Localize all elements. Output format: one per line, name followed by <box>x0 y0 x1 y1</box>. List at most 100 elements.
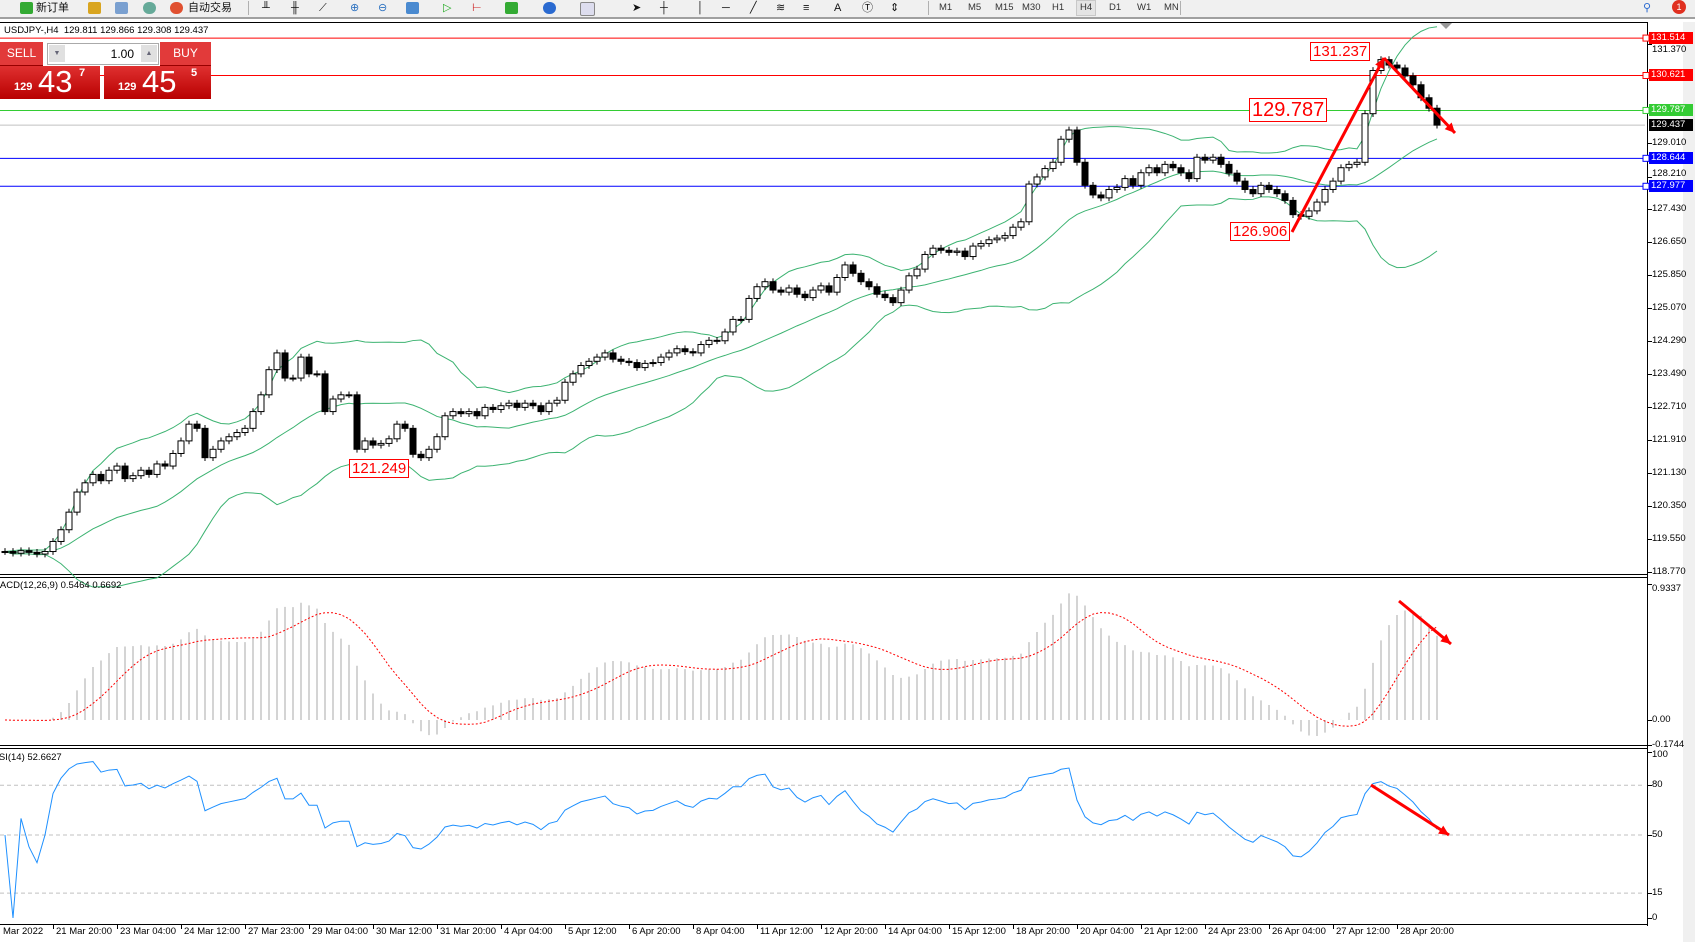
candle-bullish <box>185 423 193 442</box>
signal-icon[interactable] <box>143 2 156 14</box>
timeframe-m15[interactable]: M15 <box>995 2 1014 13</box>
timeframe-h4[interactable]: H4 <box>1076 0 1097 16</box>
sell-price-button[interactable]: 129 43 7 <box>0 64 100 99</box>
candle-bullish <box>73 491 81 513</box>
candle-bullish <box>105 469 113 482</box>
candle-bearish <box>713 339 721 342</box>
annotation-high[interactable]: 131.237 <box>1310 42 1371 61</box>
price-axis-label: 119.550 <box>1652 533 1686 545</box>
buy-button[interactable]: BUY <box>160 42 211 66</box>
price-axis-tick <box>1648 241 1652 243</box>
fibo-fan-icon[interactable]: ≡ <box>803 2 810 14</box>
candle-bullish <box>641 362 649 369</box>
candle-bullish <box>89 473 97 484</box>
price-axis-label: 129.010 <box>1652 137 1687 148</box>
chart-shift-icon[interactable]: ⊢ <box>472 2 482 14</box>
panel-divider[interactable] <box>0 745 1648 749</box>
horizontal-line-icon[interactable]: ─ <box>722 2 730 14</box>
cursor-icon[interactable]: ➤ <box>632 2 642 14</box>
candle-bullish <box>1321 189 1329 203</box>
annotation-low[interactable]: 121.249 <box>349 459 410 478</box>
price-axis-tick <box>1648 340 1652 342</box>
new-order-icon[interactable] <box>20 2 33 14</box>
candle-bearish <box>1249 189 1257 195</box>
zoom-in-icon[interactable]: ⊕ <box>350 2 360 14</box>
candle-bearish <box>945 249 953 253</box>
arrows-icon[interactable]: ⇕ <box>890 2 900 14</box>
auto-trade-button[interactable]: 自动交易 <box>188 2 232 14</box>
price-axis-label: 121.910 <box>1652 434 1687 446</box>
timeframe-m5[interactable]: M5 <box>968 2 982 13</box>
zoom-out-icon[interactable]: ⊖ <box>378 2 388 14</box>
band-upper <box>4 26 1438 553</box>
timeframe-h1[interactable]: H1 <box>1052 2 1065 13</box>
candle-bullish <box>1161 163 1169 174</box>
scrollbar[interactable] <box>1683 22 1695 942</box>
price-axis-label: 125.070 <box>1652 302 1687 314</box>
candle-chart-icon[interactable]: ╫ <box>291 2 299 14</box>
buy-price-fraction: 5 <box>191 67 198 79</box>
rsi-trend-arrow-head <box>1438 825 1449 835</box>
timeframe-d1[interactable]: D1 <box>1109 2 1122 13</box>
crosshair-icon[interactable]: ┼ <box>660 2 668 14</box>
candle-bullish <box>1257 184 1265 195</box>
candle-bearish <box>801 293 809 299</box>
timeframe-w1[interactable]: W1 <box>1137 2 1152 13</box>
chart-window[interactable] <box>0 22 1648 926</box>
candle-bearish <box>97 473 105 482</box>
candle-bullish <box>1001 235 1009 239</box>
panel-divider[interactable] <box>0 574 1648 578</box>
time-axis-tick <box>1397 925 1398 929</box>
time-axis-label: 28 Apr 20:00 <box>1400 926 1454 937</box>
lot-decrease-button[interactable]: ▼ <box>49 45 65 62</box>
bar-chart-icon[interactable]: ╨ <box>262 2 270 14</box>
text-icon[interactable]: A <box>834 2 842 14</box>
timeframe-mn[interactable]: MN <box>1164 2 1179 13</box>
lot-size-input[interactable]: ▼ 1.00 ▲ <box>47 43 159 65</box>
candle-bullish <box>113 465 121 471</box>
text-label-icon[interactable]: Ⓣ <box>862 2 873 14</box>
candle-bearish <box>33 551 41 555</box>
buy-price-button[interactable]: 129 45 5 <box>104 64 211 99</box>
price-axis-tick <box>1648 539 1652 541</box>
candle-bearish <box>849 264 857 274</box>
search-icon[interactable]: ⚲ <box>1643 2 1652 14</box>
time-axis-tick <box>1205 925 1206 929</box>
time-axis-tick <box>757 925 758 929</box>
auto-trade-icon[interactable] <box>170 2 183 14</box>
candle-bullish <box>721 331 729 342</box>
candle-bullish <box>241 427 249 434</box>
tile-windows-icon[interactable] <box>406 2 419 14</box>
chart-bottom-border <box>0 924 1648 925</box>
autoscroll-icon[interactable]: ▷ <box>443 2 452 14</box>
annotation-low[interactable]: 126.906 <box>1230 222 1291 241</box>
indicators-icon[interactable] <box>505 2 518 14</box>
candle-bullish <box>313 373 321 376</box>
gold-icon[interactable] <box>88 2 101 14</box>
market-icon[interactable] <box>115 2 128 14</box>
candle-bearish <box>305 356 313 375</box>
templates-icon[interactable] <box>580 2 595 16</box>
trendline-icon[interactable]: ╱ <box>750 2 757 14</box>
candle-bullish <box>1369 70 1377 115</box>
periods-icon[interactable] <box>543 2 556 14</box>
time-axis-tick <box>1333 925 1334 929</box>
candle-bullish <box>577 364 585 375</box>
sell-button[interactable]: SELL <box>0 42 43 66</box>
time-axis-tick <box>1269 925 1270 929</box>
annotation-level[interactable]: 129.787 <box>1249 98 1328 122</box>
vertical-line-icon[interactable]: │ <box>697 2 704 14</box>
timeframe-m30[interactable]: M30 <box>1022 2 1041 13</box>
candle-bearish <box>689 351 697 354</box>
timeframe-m1[interactable]: M1 <box>939 2 953 13</box>
lot-increase-button[interactable]: ▲ <box>141 45 157 62</box>
new-order-button[interactable]: 新订单 <box>36 2 69 14</box>
candle-bearish <box>409 427 417 455</box>
candle-bullish <box>737 318 745 321</box>
chat-icon[interactable]: 1 <box>1672 0 1686 14</box>
band-middle <box>4 138 1438 553</box>
candle-bearish <box>121 465 129 480</box>
line-chart-icon[interactable]: ⟋ <box>319 2 327 14</box>
fibonacci-icon[interactable]: ≋ <box>776 2 786 14</box>
